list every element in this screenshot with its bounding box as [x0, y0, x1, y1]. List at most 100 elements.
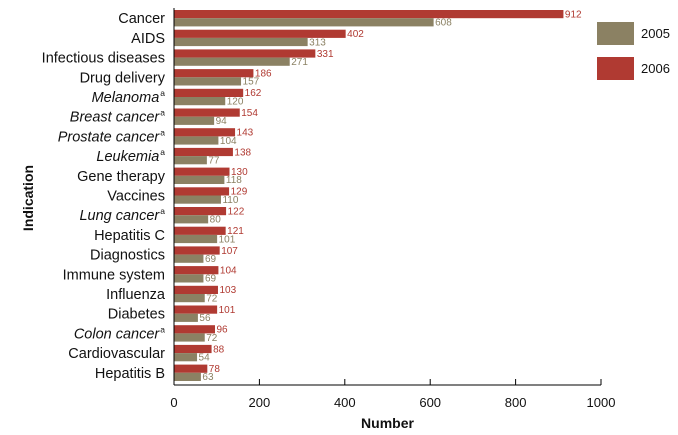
x-tick-label: 0: [170, 395, 177, 410]
bar-2006: [174, 69, 254, 78]
x-tick-label: 600: [419, 395, 441, 410]
category-label: Drug delivery: [80, 70, 166, 86]
value-label-2005: 80: [210, 215, 222, 226]
bar-2006: [174, 29, 346, 38]
bar-2005: [174, 57, 290, 66]
category-label: Immune system: [63, 267, 165, 283]
value-label-2005: 101: [219, 234, 236, 245]
category-label-group: Cancer AIDS Infectious diseases Drug delive…: [42, 11, 166, 382]
category-label: Melanomaa: [92, 88, 166, 106]
value-label-2005: 120: [227, 96, 244, 107]
value-label-2006: 331: [317, 49, 334, 60]
bar-2005: [174, 353, 198, 362]
value-label-2005: 94: [216, 116, 228, 127]
bar-2006: [174, 108, 240, 117]
value-label-2006: 129: [231, 187, 248, 198]
value-label-2006: 121: [227, 226, 244, 237]
bar-2006: [174, 10, 564, 19]
bar-2005: [174, 215, 209, 224]
x-tick-label: 800: [505, 395, 527, 410]
value-label-2006: 107: [221, 246, 238, 257]
bar-2006: [174, 364, 208, 373]
legend-swatch-2005: [597, 22, 634, 45]
legend-label-2005: 2005: [641, 26, 670, 41]
value-label-2005: 104: [220, 136, 237, 147]
category-label: Diagnostics: [90, 248, 165, 264]
value-label-2005: 69: [205, 254, 217, 265]
bar-2006: [174, 285, 218, 294]
bar-2006: [174, 167, 230, 176]
category-label: Gene therapy: [77, 169, 166, 185]
value-label-2005: 77: [208, 156, 220, 167]
bar-2006: [174, 207, 227, 216]
x-tick-label: 200: [249, 395, 271, 410]
bar-2005: [174, 313, 198, 322]
legend: 2005 2006: [597, 22, 670, 80]
bar-group: [174, 10, 564, 381]
legend-label-2006: 2006: [641, 61, 670, 76]
category-label: Breast cancera: [70, 108, 165, 126]
category-label: Leukemiaa: [96, 147, 165, 165]
value-label-2005: 72: [206, 293, 218, 304]
bar-2006: [174, 147, 233, 157]
bar-2006: [174, 305, 218, 314]
value-label-2006: 402: [347, 29, 364, 40]
value-label-2005: 54: [199, 353, 211, 364]
y-axis-title: Indication: [20, 165, 36, 231]
bar-2006: [174, 49, 316, 58]
bar-2005: [174, 274, 204, 283]
bar-2006: [174, 325, 215, 334]
value-label-2005: 72: [206, 333, 218, 344]
category-label: Hepatitis B: [95, 366, 165, 382]
category-label: Diabetes: [108, 307, 165, 323]
bar-2005: [174, 234, 218, 244]
bar-2005: [174, 37, 308, 47]
value-label-2005: 608: [435, 18, 452, 29]
bar-2005: [174, 333, 205, 342]
bar-2005: [174, 195, 221, 204]
legend-swatch-2006: [597, 57, 634, 80]
bar-2005: [174, 294, 205, 303]
bar-2006: [174, 88, 244, 97]
value-label-2005: 271: [291, 57, 308, 68]
value-label-2005: 157: [243, 77, 260, 88]
x-tick-label: 400: [334, 395, 356, 410]
value-label-2006: 186: [255, 69, 272, 80]
category-label: AIDS: [131, 31, 165, 47]
value-label-2005: 110: [222, 195, 238, 206]
value-label-2006: 162: [245, 88, 262, 99]
category-label: Hepatitis C: [94, 228, 165, 244]
value-label-2006: 103: [219, 285, 236, 296]
value-label-2006: 143: [237, 128, 254, 139]
bar-2005: [174, 175, 225, 184]
bar-2005: [174, 116, 215, 125]
value-label-2005: 118: [226, 175, 242, 186]
value-label-2005: 56: [199, 313, 211, 324]
value-label-2006: 154: [241, 108, 258, 119]
category-label: Cancer: [118, 11, 165, 27]
value-label-2006: 96: [216, 325, 228, 336]
bar-2006: [174, 128, 236, 137]
bar-2006: [174, 187, 230, 196]
x-axis-title: Number: [361, 415, 414, 431]
value-label-2006: 88: [213, 344, 225, 355]
value-label-2006: 122: [228, 206, 245, 217]
value-label-2006: 104: [220, 266, 237, 277]
value-label-2006: 138: [234, 147, 251, 158]
value-label-2006: 78: [209, 364, 221, 375]
bar-2005: [174, 136, 219, 145]
value-label-2005: 313: [309, 37, 326, 48]
value-label-2005: 63: [202, 372, 214, 383]
value-label-2005: 69: [205, 274, 217, 285]
category-label: Influenza: [106, 287, 166, 303]
bar-2006: [174, 226, 226, 235]
bar-2005: [174, 254, 204, 263]
bar-2006: [174, 246, 220, 255]
category-label: Lung cancera: [79, 206, 165, 224]
value-label-2006: 101: [219, 305, 236, 316]
category-label: Vaccines: [107, 189, 165, 205]
bar-2005: [174, 156, 207, 165]
bar-2006: [174, 266, 219, 275]
x-tick-label: 1000: [587, 395, 616, 410]
